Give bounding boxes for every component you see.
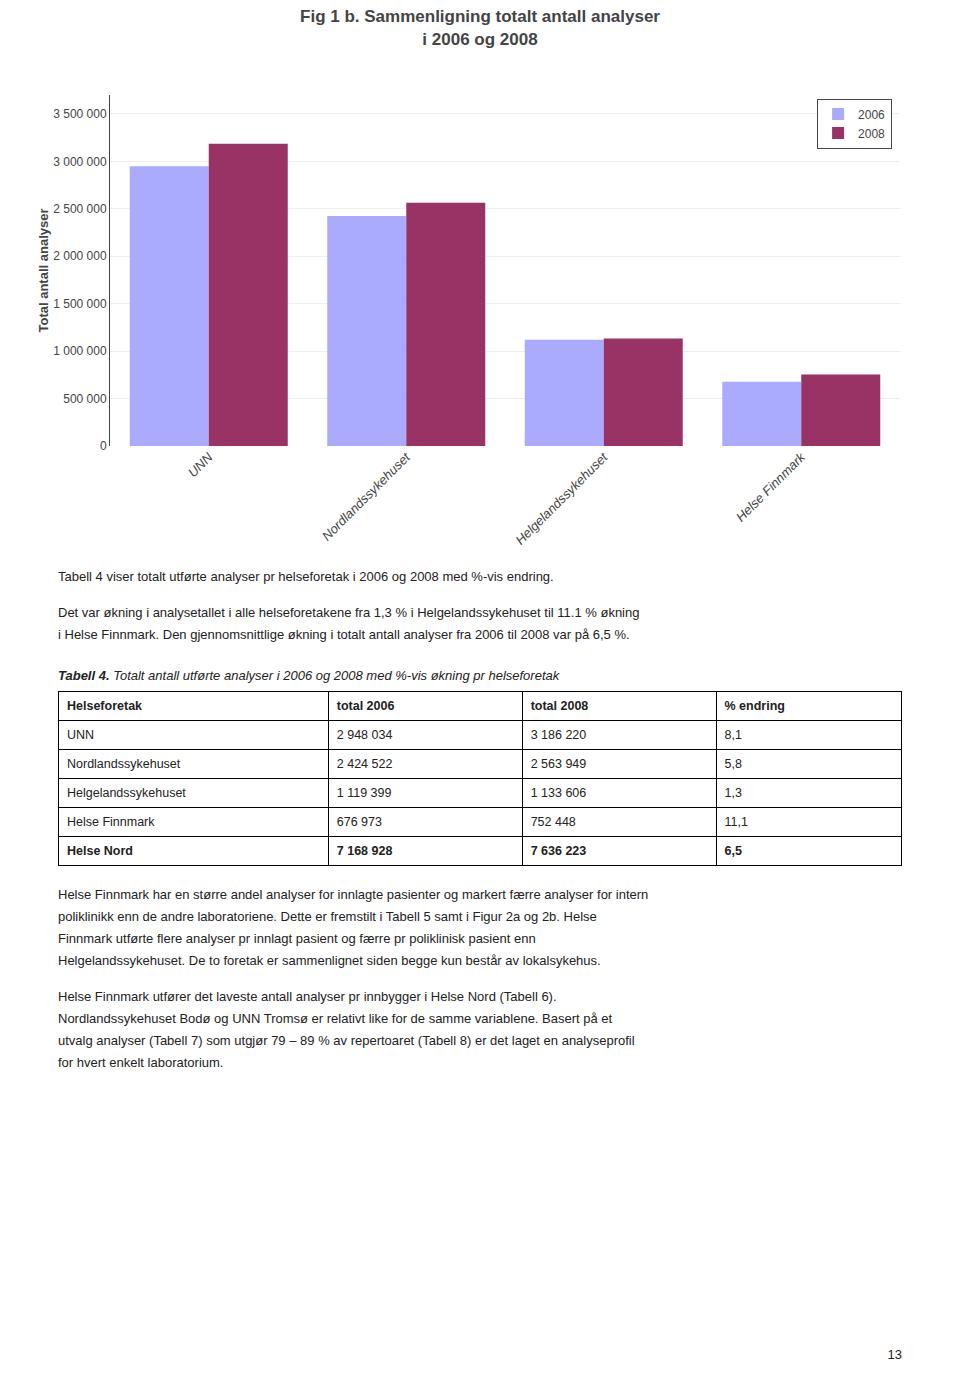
html-text:3 186 220: 3 186 220 — [530, 728, 587, 742]
svg-text:Nordlandssykehuset: Nordlandssykehuset — [319, 449, 414, 544]
html-text:Helgelandssykehuset: Helgelandssykehuset — [67, 786, 186, 800]
html-text:1 119 399: 1 119 399 — [336, 786, 392, 800]
html-text:7 636 223: 7 636 223 — [530, 844, 587, 858]
svg-text:3 500 000: 3 500 000 — [53, 107, 107, 121]
html-text:i Helse Finnmark. Den gjennoms: i Helse Finnmark. Den gjennomsnittlige ø… — [58, 627, 630, 642]
html-text:6,5: 6,5 — [724, 844, 742, 858]
html-text:poliklinikk enn de andre labor: poliklinikk enn de andre laboratoriene. … — [58, 909, 597, 924]
html-text:11,1: 11,1 — [724, 815, 748, 829]
svg-text:Helse Finnmark: Helse Finnmark — [733, 449, 809, 525]
html-text:Nordlandssykehuset: Nordlandssykehuset — [67, 757, 181, 771]
svg-text:Fig 1 b. Sammenligning totalt: Fig 1 b. Sammenligning totalt antall ana… — [300, 7, 660, 48]
html-text:UNN: UNN — [67, 728, 95, 742]
html-text:Finnmark utførte flere analyse: Finnmark utførte flere analyser pr innla… — [58, 931, 536, 946]
html-text:5,8: 5,8 — [724, 757, 742, 771]
html-text:Helgelandssykehuset. De to for: Helgelandssykehuset. De to foretak er sa… — [58, 953, 601, 968]
html-text:Helse Nord: Helse Nord — [67, 844, 133, 858]
svg-text:1 000 000: 1 000 000 — [53, 344, 107, 358]
html-text:Helse Finnmark har en større a: Helse Finnmark har en større andel analy… — [58, 887, 649, 902]
html-text:for hvert enkelt laboratorium.: for hvert enkelt laboratorium. — [58, 1055, 224, 1070]
svg-text:Total antall analyser: Total antall analyser — [36, 208, 51, 332]
html-text:Helse Finnmark utfører det lav: Helse Finnmark utfører det laveste antal… — [58, 989, 557, 1004]
html-text:Det var økning i analysetallet: Det var økning i analysetallet i alle he… — [58, 605, 640, 620]
svg-text:1 500 000: 1 500 000 — [53, 297, 107, 311]
svg-text:2 000 000: 2 000 000 — [53, 249, 107, 263]
html-text:total 2006: total 2006 — [336, 699, 395, 713]
html-text:1,3: 1,3 — [724, 786, 742, 800]
html-text:% endring: % endring — [724, 699, 785, 713]
html-text:total 2008: total 2008 — [530, 699, 589, 713]
svg-text:3 000 000: 3 000 000 — [53, 155, 107, 169]
html-text:Tabell 4 viser totalt utførte: Tabell 4 viser totalt utførte analyser p… — [58, 569, 554, 584]
svg-text:500 000: 500 000 — [63, 392, 107, 406]
html-text:8,1: 8,1 — [724, 728, 742, 742]
html-text:Nordlandssykehuset Bodø og UNN: Nordlandssykehuset Bodø og UNN Tromsø er… — [58, 1011, 613, 1026]
svg-text:2 500 000: 2 500 000 — [53, 202, 107, 216]
html-text:Helse Finnmark: Helse Finnmark — [67, 815, 155, 829]
svg-text:Helgelandssykehuset: Helgelandssykehuset — [512, 449, 611, 548]
html-text:676 973: 676 973 — [336, 815, 382, 829]
html-text:2 563 949: 2 563 949 — [530, 757, 587, 771]
svg-text:0: 0 — [100, 439, 107, 453]
svg-text:UNN: UNN — [185, 449, 216, 480]
html-text:Tabell 4. Totalt antall utført: Tabell 4. Totalt antall utførte analyser… — [58, 668, 560, 683]
html-text:utvalg analyser (Tabell 7) som: utvalg analyser (Tabell 7) som utgjør 79… — [58, 1033, 635, 1048]
html-text:13: 13 — [887, 1347, 902, 1362]
svg-text:2008: 2008 — [858, 127, 885, 141]
svg-text:2006: 2006 — [858, 108, 885, 122]
html-text:1 133 606: 1 133 606 — [530, 786, 587, 800]
html-text:752 448: 752 448 — [530, 815, 576, 829]
html-text:Helseforetak: Helseforetak — [67, 699, 142, 713]
html-text:2 948 034: 2 948 034 — [336, 728, 393, 742]
html-text:2 424 522: 2 424 522 — [336, 757, 393, 771]
html-text:7 168 928: 7 168 928 — [336, 844, 393, 858]
